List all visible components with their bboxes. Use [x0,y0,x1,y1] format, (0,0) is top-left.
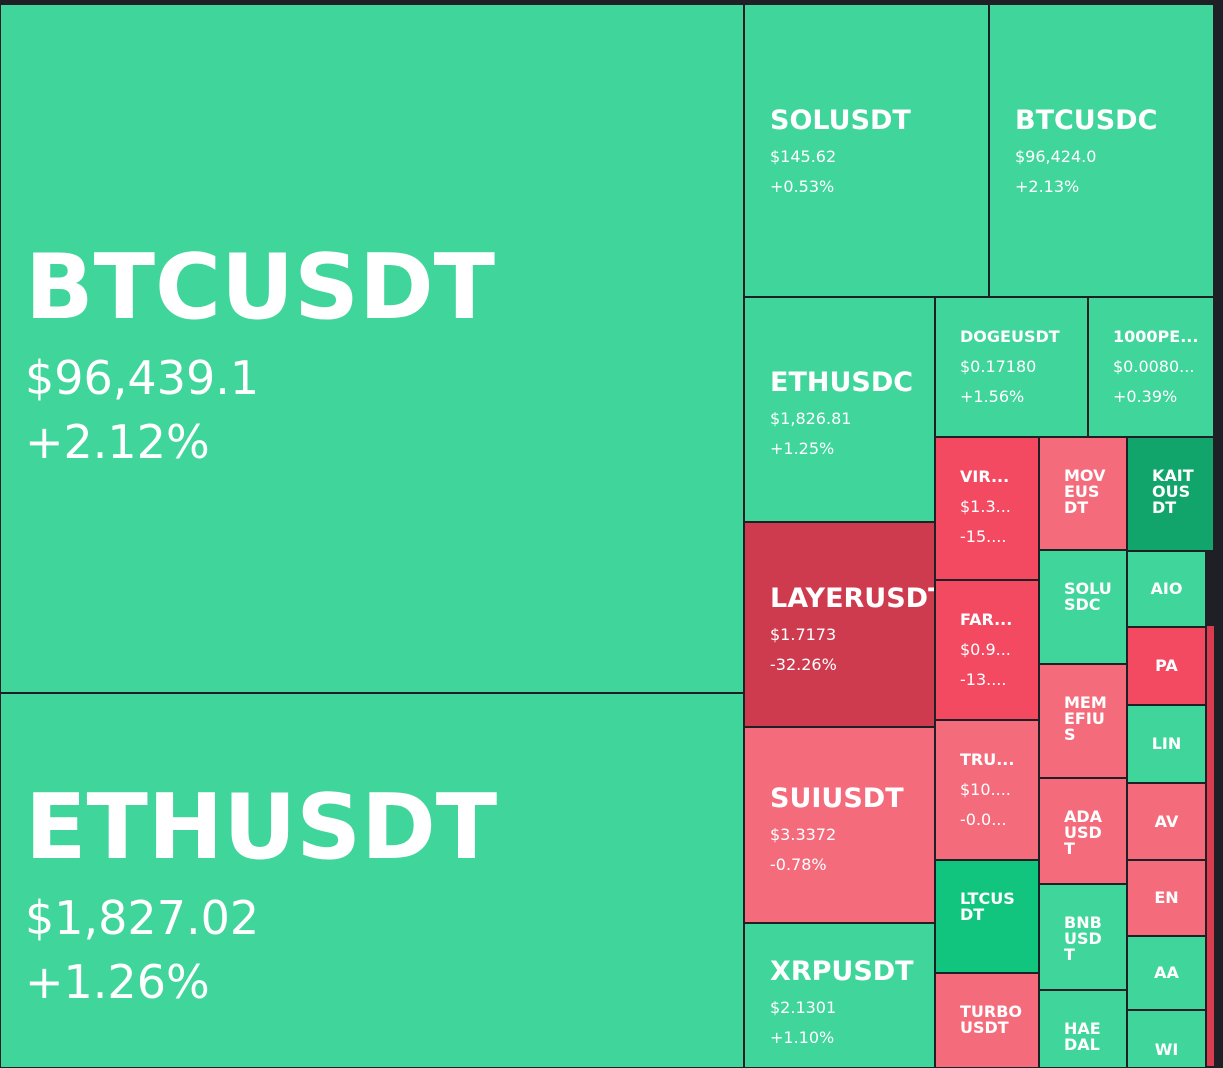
tile-change: +2.13% [1015,177,1080,196]
tile-change: -0.78% [770,855,827,874]
tile-symbol: DOGEUSDT [960,327,1060,346]
tile-symbol: SOLUSDT [770,105,911,136]
tile-price: $96,424.0 [1015,147,1097,166]
tile-ethusdt[interactable]: ETHUSDT $1,827.02 +1.26% [0,693,744,1068]
tile-far[interactable]: FAR... $0.9... -13.... [935,580,1039,720]
tile-lin[interactable]: LIN [1127,705,1206,783]
tile-moveusdt[interactable]: MOVEUSDT [1039,437,1127,550]
tile-aio[interactable]: AIO [1127,551,1206,627]
tile-vir[interactable]: VIR... $1.3... -15.... [935,437,1039,580]
tile-symbol: ETHUSDC [770,367,914,398]
tile-price: $3.3372 [770,825,837,844]
tile-aa[interactable]: AA [1127,936,1206,1010]
tile-symbol: ETHUSDT [25,775,498,880]
overflow-tile-edge[interactable] [1206,626,1215,1066]
tile-symbol: AA [1154,963,1179,982]
tile-adausdt[interactable]: ADAUSDT [1039,778,1127,884]
tile-change: +1.26% [25,955,210,1009]
tile-pa[interactable]: PA [1127,627,1206,705]
tile-bnbusdt[interactable]: BNBUSDT [1039,884,1127,990]
tile-suiusdt[interactable]: SUIUSDT $3.3372 -0.78% [744,727,935,923]
tile-price: $145.62 [770,147,837,166]
tile-symbol: AIO [1150,579,1183,598]
tile-symbol: XRPUSDT [770,956,914,987]
tile-symbol: MEMEFIUS [1064,695,1107,743]
tile-price: $0.17180 [960,357,1037,376]
tile-symbol: 1000PE... [1113,327,1199,346]
tile-symbol: VIR... [960,467,1010,486]
tile-symbol: MOVEUSDT [1064,468,1106,516]
tile-symbol: EN [1154,888,1179,907]
tile-1000pe[interactable]: 1000PE... $0.0080... +0.39% [1088,297,1214,437]
tile-symbol: BTCUSDC [1015,105,1158,136]
tile-price: $1.3... [960,497,1011,516]
tile-ethusdc[interactable]: ETHUSDC $1,826.81 +1.25% [744,297,935,522]
tile-price: $1.7173 [770,625,837,644]
tile-symbol: LIN [1151,734,1182,753]
tile-symbol: SUIUSDT [770,783,904,814]
tile-symbol: FAR... [960,610,1013,629]
tile-symbol: PA [1155,656,1178,675]
tile-symbol: TRU... [960,750,1015,769]
tile-symbol: ADAUSDT [1064,809,1103,857]
tile-en[interactable]: EN [1127,860,1206,936]
tile-price: $0.9... [960,640,1011,659]
tile-change: +1.25% [770,439,835,458]
tile-symbol: SOLUSDC [1064,581,1112,613]
window-top-edge [0,0,1223,4]
tile-price: $0.0080... [1113,357,1195,376]
tile-change: -32.26% [770,655,837,674]
tile-solusdt[interactable]: SOLUSDT $145.62 +0.53% [744,4,989,297]
tile-price: $10.... [960,780,1011,799]
tile-tru[interactable]: TRU... $10.... -0.0... [935,720,1039,860]
tile-kaitousdt[interactable]: KAITOUSDT [1127,437,1214,551]
tile-av[interactable]: AV [1127,783,1206,860]
tile-dogeusdt[interactable]: DOGEUSDT $0.17180 +1.56% [935,297,1088,437]
tile-xrpusdt[interactable]: XRPUSDT $2.1301 +1.10% [744,923,935,1068]
tile-memefius[interactable]: MEMEFIUS [1039,664,1127,778]
tile-symbol: KAITOUSDT [1152,468,1194,516]
tile-change: +1.10% [770,1028,835,1047]
tile-change: +0.53% [770,177,835,196]
tile-symbol: HAEDAL [1064,1021,1101,1053]
tile-change: -15.... [960,527,1007,546]
tile-change: -0.0... [960,810,1007,829]
tile-price: $1,827.02 [25,891,260,945]
tile-change: +1.56% [960,387,1025,406]
tile-change: +2.12% [25,415,210,469]
tile-solusdc[interactable]: SOLUSDC [1039,550,1127,664]
tile-wi[interactable]: WI [1127,1010,1206,1068]
tile-change: +0.39% [1113,387,1178,406]
tile-layerusdt[interactable]: LAYERUSDT $1.7173 -32.26% [744,522,935,727]
tile-turbousdt[interactable]: TURBOUSDT [935,973,1039,1068]
tile-symbol: LAYERUSDT [770,583,935,614]
tile-ltcusdt[interactable]: LTCUSDT [935,860,1039,973]
tile-symbol: LTCUSDT [960,891,1015,923]
tile-symbol: BTCUSDT [25,235,496,340]
tile-haedal[interactable]: HAEDAL [1039,990,1127,1068]
tile-btcusdc[interactable]: BTCUSDC $96,424.0 +2.13% [989,4,1214,297]
tile-price: $96,439.1 [25,351,260,405]
tile-price: $2.1301 [770,998,837,1017]
tile-symbol: AV [1154,811,1179,831]
tile-symbol: WI [1154,1040,1179,1059]
tile-btcusdt[interactable]: BTCUSDT $96,439.1 +2.12% [0,4,744,693]
tile-price: $1,826.81 [770,409,852,428]
window-right-edge [1214,0,1223,1068]
tile-symbol: TURBOUSDT [960,1004,1023,1036]
tile-change: -13.... [960,670,1007,689]
tile-symbol: BNBUSDT [1064,915,1102,963]
